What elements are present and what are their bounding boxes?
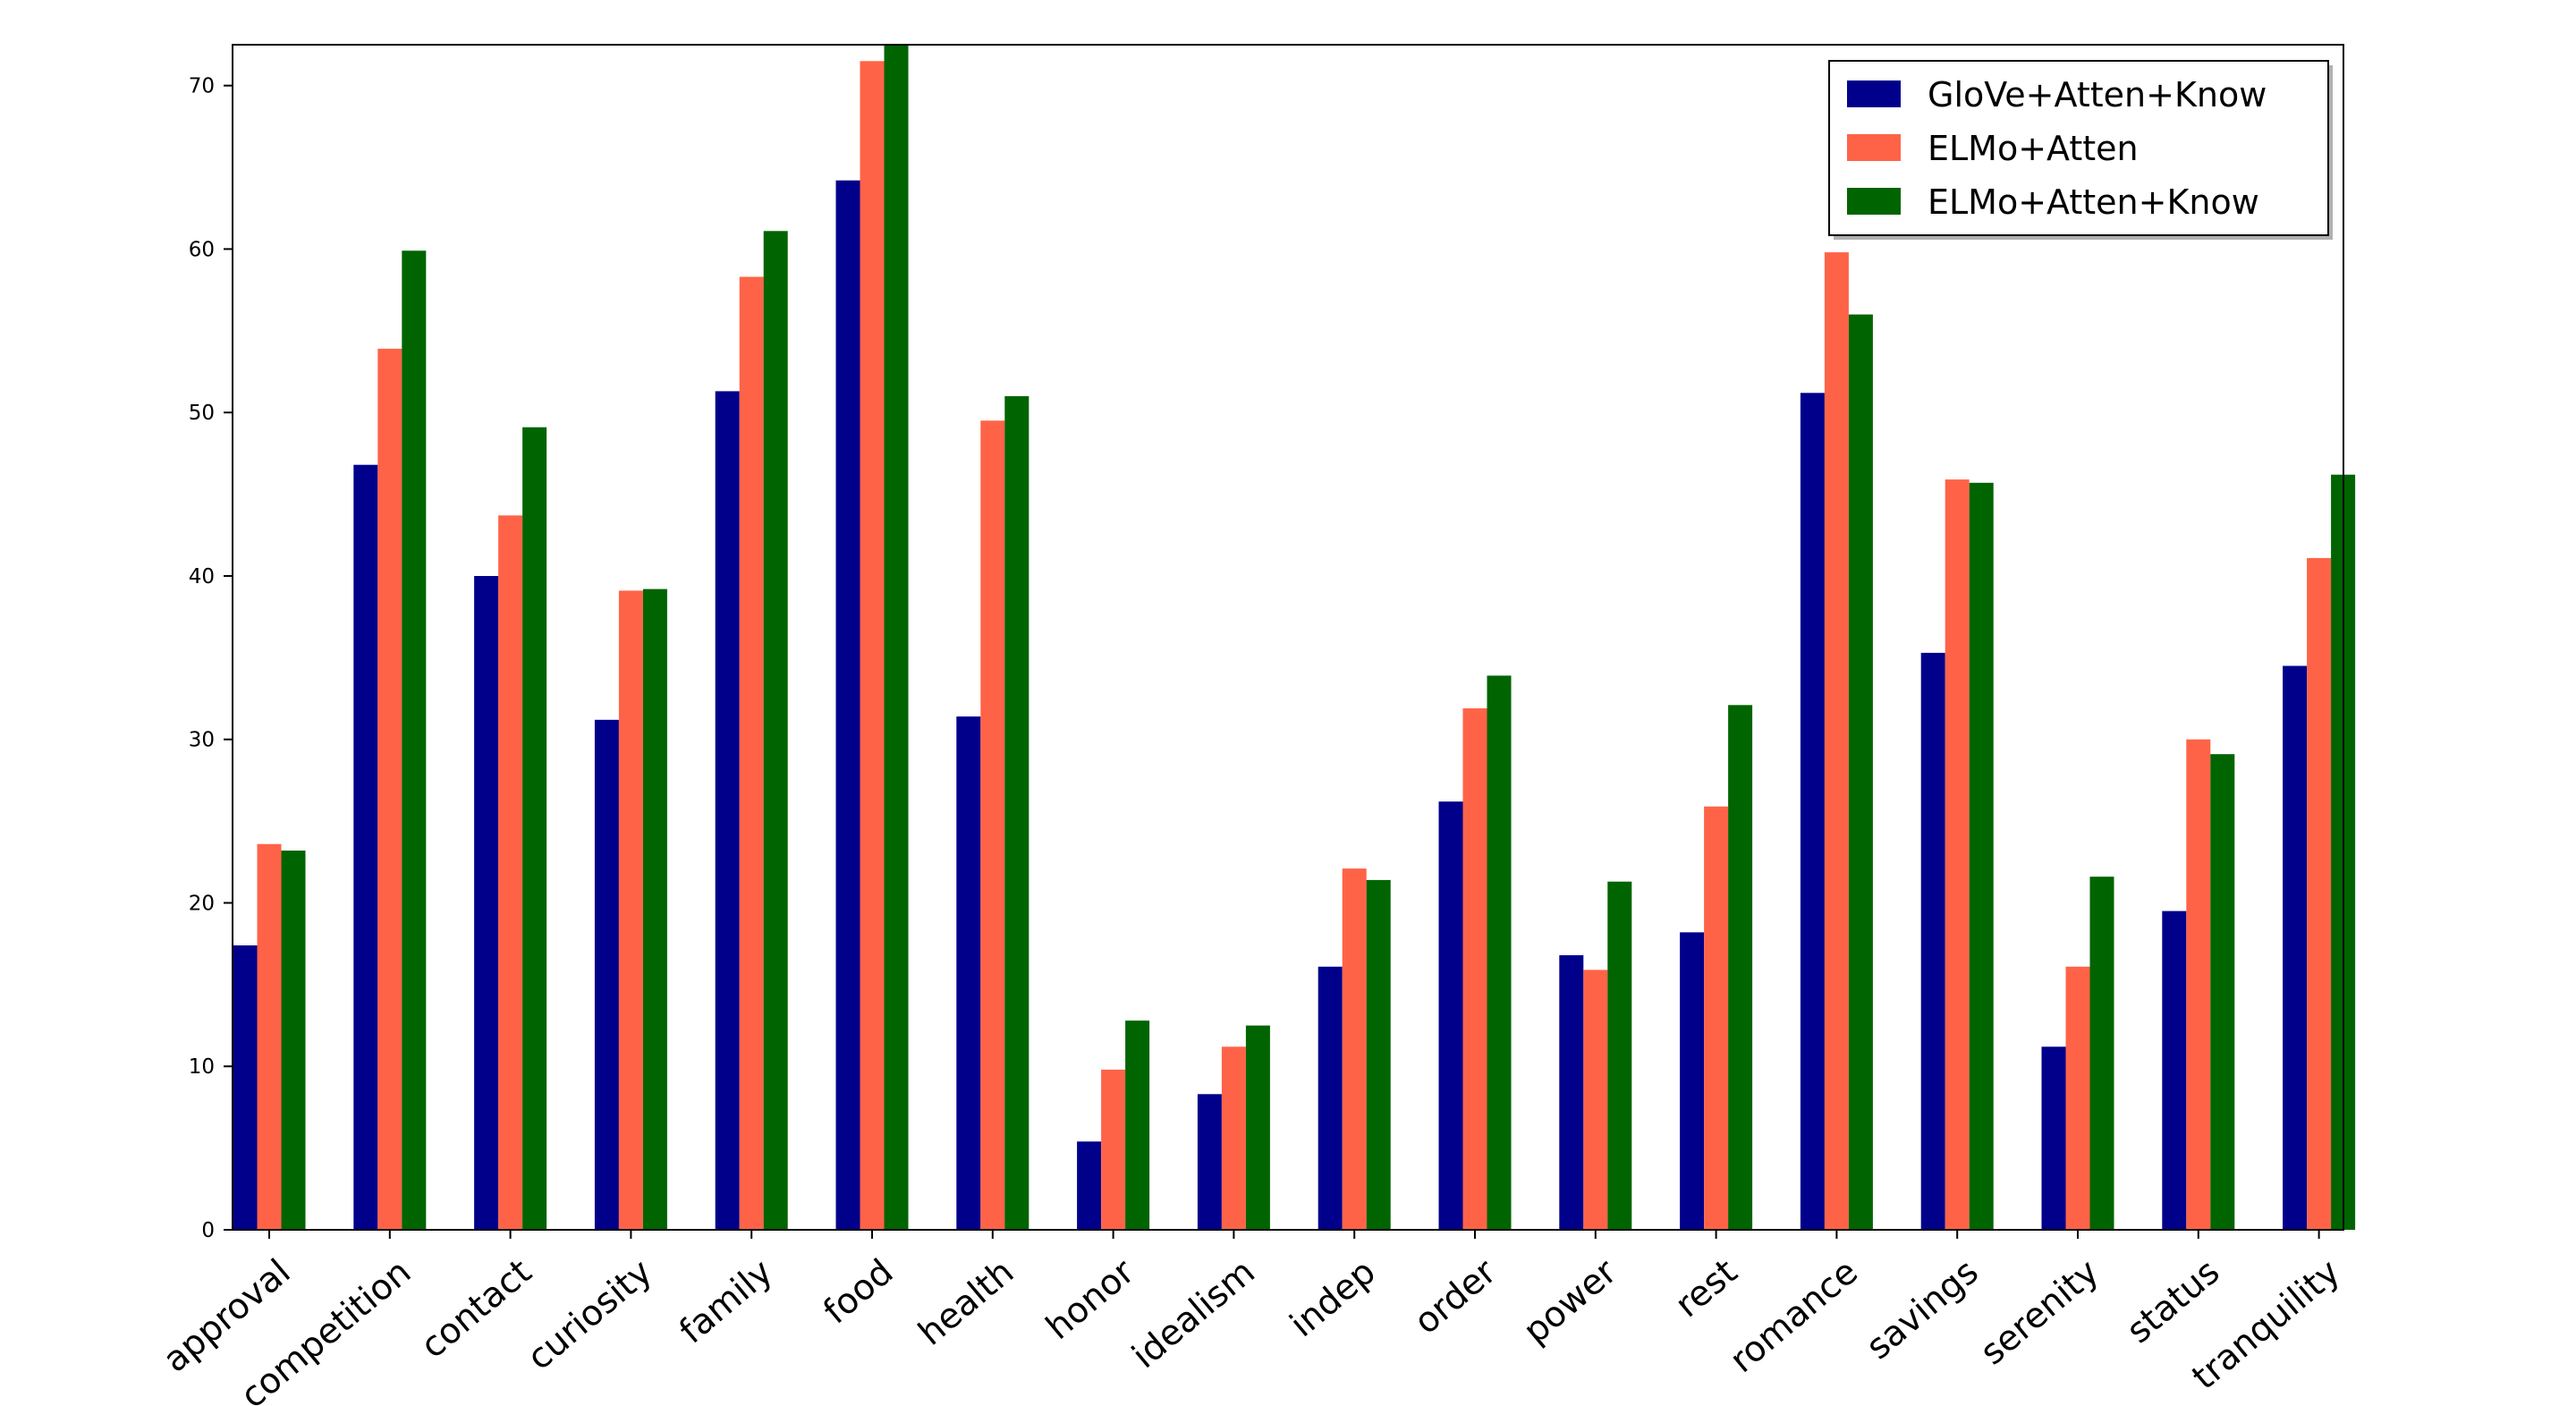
bar-competition-series-2 [377, 348, 402, 1230]
bar-power-series-3 [1607, 881, 1632, 1230]
bar-honor-series-3 [1125, 1021, 1150, 1230]
legend-swatch-1 [1847, 80, 1901, 107]
bar-order-series-3 [1487, 675, 1512, 1230]
bar-health-series-2 [980, 420, 1005, 1230]
bar-family-series-3 [763, 231, 788, 1230]
x-tick-label-indep: indep [1283, 1252, 1383, 1346]
bar-curiosity-series-2 [618, 590, 643, 1230]
bar-health-series-1 [956, 716, 981, 1230]
legend-label-2: ELMo+Atten [1928, 129, 2139, 168]
bar-serenity-series-2 [2065, 966, 2090, 1230]
y-tick-label: 20 [189, 892, 215, 915]
bar-status-series-2 [2186, 739, 2211, 1230]
x-tick-label-romance: romance [1723, 1252, 1866, 1381]
y-tick-label: 50 [189, 402, 215, 425]
y-tick-label: 60 [189, 238, 215, 261]
bar-food-series-2 [860, 61, 885, 1230]
bar-rest-series-1 [1680, 932, 1705, 1230]
bar-approval-series-2 [257, 843, 282, 1230]
x-tick-label-honor: honor [1038, 1251, 1142, 1348]
y-tick-label: 30 [189, 729, 215, 752]
y-tick-label: 70 [189, 75, 215, 98]
bar-family-series-1 [715, 391, 740, 1230]
bar-romance-series-1 [1800, 393, 1825, 1230]
bar-food-series-1 [835, 180, 860, 1231]
y-tick-label: 40 [189, 565, 215, 589]
bar-family-series-2 [739, 276, 764, 1230]
bar-power-series-1 [1559, 955, 1584, 1230]
x-tick-label-status: status [2119, 1252, 2227, 1352]
legend-swatch-2 [1847, 134, 1901, 161]
x-tick-label-health: health [911, 1252, 1022, 1354]
x-tick-label-food: food [816, 1252, 901, 1333]
bar-idealism-series-1 [1197, 1094, 1222, 1230]
bar-food-series-3 [884, 45, 909, 1230]
x-tick-label-rest: rest [1668, 1252, 1745, 1326]
bar-contact-series-1 [474, 576, 499, 1230]
x-tick-label-curiosity: curiosity [520, 1252, 659, 1378]
bar-health-series-3 [1004, 395, 1030, 1230]
bar-approval-series-3 [281, 851, 306, 1230]
legend-label-1: GloVe+Atten+Know [1928, 75, 2267, 114]
bar-serenity-series-3 [2089, 877, 2114, 1230]
bar-honor-series-2 [1101, 1069, 1126, 1230]
bar-indep-series-1 [1318, 966, 1343, 1230]
bars-layer [233, 45, 2356, 1231]
bar-curiosity-series-1 [594, 719, 619, 1230]
x-tick-label-serenity: serenity [1973, 1252, 2107, 1374]
x-tick-label-idealism: idealism [1125, 1252, 1263, 1377]
bar-rest-series-2 [1704, 806, 1729, 1230]
bar-tranquility-series-1 [2283, 665, 2308, 1230]
bar-indep-series-2 [1342, 868, 1367, 1230]
bar-approval-series-1 [233, 945, 258, 1230]
bar-contact-series-3 [522, 427, 547, 1230]
bar-serenity-series-1 [2041, 1046, 2066, 1230]
legend-box [1828, 60, 2329, 236]
x-tick-label-family: family [672, 1252, 780, 1352]
plot-frame [232, 44, 2344, 1231]
bar-honor-series-1 [1077, 1141, 1102, 1230]
bar-contact-series-2 [498, 515, 523, 1230]
legend-swatch-3 [1847, 188, 1901, 215]
bar-romance-series-3 [1848, 314, 1873, 1231]
y-tick-label: 0 [201, 1219, 215, 1242]
bar-idealism-series-2 [1221, 1046, 1246, 1230]
bar-competition-series-1 [353, 464, 378, 1230]
bar-savings-series-3 [1969, 482, 1994, 1230]
x-tick-label-order: order [1407, 1251, 1504, 1342]
bar-idealism-series-3 [1245, 1025, 1270, 1230]
bar-order-series-1 [1438, 801, 1463, 1230]
bar-rest-series-3 [1728, 705, 1753, 1230]
bar-power-series-2 [1583, 970, 1608, 1230]
bar-status-series-3 [2210, 754, 2235, 1230]
bar-status-series-1 [2162, 911, 2187, 1230]
legend-label-3: ELMo+Atten+Know [1928, 182, 2259, 222]
legend: GloVe+Atten+Know ELMo+Atten ELMo+Atten+Kno… [1828, 60, 2333, 240]
bar-romance-series-2 [1824, 252, 1849, 1231]
bar-curiosity-series-3 [642, 589, 667, 1230]
bar-indep-series-3 [1366, 879, 1391, 1230]
bar-tranquility-series-2 [2307, 557, 2332, 1230]
x-tick-label-power: power [1516, 1251, 1625, 1352]
bar-competition-series-3 [402, 250, 427, 1230]
bar-savings-series-2 [1945, 479, 1970, 1230]
bar-savings-series-1 [1920, 652, 1945, 1230]
y-tick-label: 10 [189, 1055, 215, 1079]
x-tick-label-savings: savings [1859, 1252, 1986, 1368]
bar-order-series-2 [1462, 708, 1487, 1230]
y-axis: 0 10 20 30 40 50 60 70 [189, 75, 233, 1242]
